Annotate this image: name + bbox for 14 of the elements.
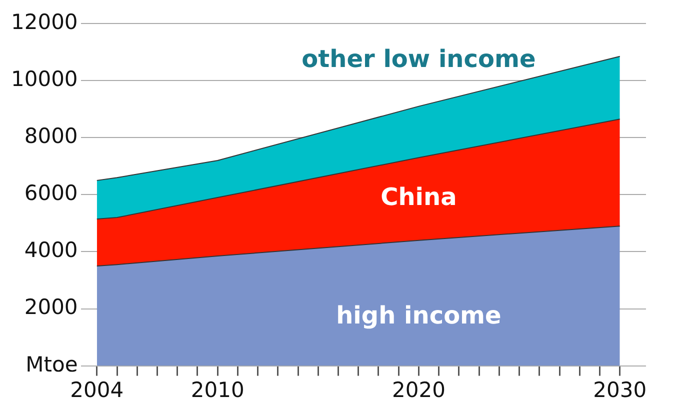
y-tick-label: 2000 [24, 295, 78, 320]
y-tick-label: Mtoe [26, 352, 78, 376]
series-label: high income [336, 302, 502, 330]
y-tick-label: 10000 [10, 67, 78, 92]
y-tick-label: 6000 [24, 181, 78, 206]
y-tick-label: 8000 [24, 124, 78, 148]
x-tick-label: 2010 [190, 378, 244, 402]
x-tick-label: 2020 [392, 378, 446, 402]
series-label: China [380, 183, 457, 212]
x-tick-label: 2004 [70, 378, 124, 402]
y-tick-label: 4000 [24, 238, 78, 262]
series-label: other low income [302, 44, 536, 73]
y-tick-label: 12000 [10, 10, 78, 34]
x-tick-label: 2030 [593, 378, 647, 402]
